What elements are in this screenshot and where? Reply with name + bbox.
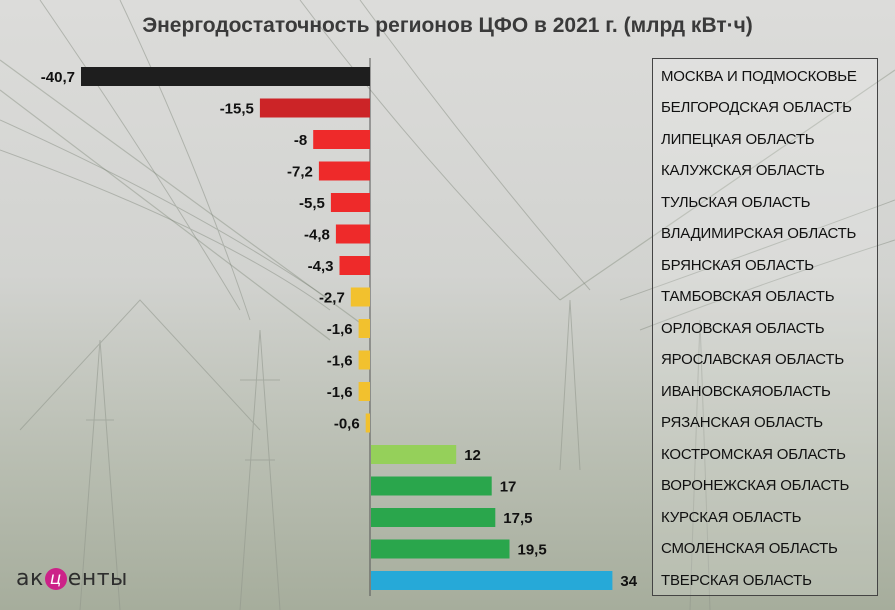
data-label: -7,2 bbox=[287, 164, 313, 181]
data-label: 12 bbox=[464, 447, 481, 464]
category-label: КУРСКАЯ ОБЛАСТЬ bbox=[661, 508, 802, 526]
data-label: -4,3 bbox=[308, 258, 334, 275]
bar bbox=[358, 382, 370, 401]
data-label: 17,5 bbox=[503, 510, 532, 527]
bar bbox=[318, 161, 370, 181]
category-label: ОРЛОВСКАЯ ОБЛАСТЬ bbox=[661, 319, 825, 337]
bar bbox=[339, 256, 370, 275]
category-label: БЕЛГОРОДСКАЯ ОБЛАСТЬ bbox=[661, 99, 852, 116]
logo-text-start: ак bbox=[16, 566, 44, 591]
bar bbox=[358, 350, 370, 370]
bar bbox=[350, 287, 370, 307]
bar bbox=[365, 413, 370, 433]
category-labels-box bbox=[652, 58, 878, 596]
data-label: -4,8 bbox=[304, 227, 330, 244]
data-label: -40,7 bbox=[41, 69, 75, 86]
data-label: -5,5 bbox=[299, 195, 325, 212]
akcenty-logo: ак ц енты bbox=[16, 566, 128, 591]
bar bbox=[335, 224, 370, 244]
data-label: -15,5 bbox=[220, 101, 254, 118]
category-label: ЯРОСЛАВСКАЯ ОБЛАСТЬ bbox=[661, 351, 845, 368]
data-label: 34 bbox=[620, 573, 637, 590]
data-label: 17 bbox=[500, 479, 517, 496]
data-label: -2,7 bbox=[319, 290, 345, 307]
logo-text-end: енты bbox=[67, 566, 128, 591]
category-label: РЯЗАНСКАЯ ОБЛАСТЬ bbox=[661, 414, 823, 431]
category-label: БРЯНСКАЯ ОБЛАСТЬ bbox=[661, 256, 814, 274]
bar bbox=[371, 476, 492, 496]
data-label: -0,6 bbox=[334, 416, 360, 433]
bar bbox=[313, 130, 370, 149]
data-label: -1,6 bbox=[327, 384, 353, 401]
category-label: МОСКВА И ПОДМОСКОВЬЕ bbox=[661, 67, 857, 85]
category-label: ТУЛЬСКАЯ ОБЛАСТЬ bbox=[661, 193, 811, 211]
data-label: -1,6 bbox=[327, 321, 353, 338]
bar bbox=[330, 193, 370, 212]
category-label: ЛИПЕЦКАЯ ОБЛАСТЬ bbox=[661, 130, 815, 148]
category-label: КОСТРОМСКАЯ ОБЛАСТЬ bbox=[661, 445, 846, 463]
category-label: ВОРОНЕЖСКАЯ ОБЛАСТЬ bbox=[661, 477, 850, 494]
data-label: -1,6 bbox=[327, 353, 353, 370]
category-label: ТВЕРСКАЯ ОБЛАСТЬ bbox=[661, 571, 812, 589]
category-label: ТАМБОВСКАЯ ОБЛАСТЬ bbox=[661, 288, 835, 305]
data-label: -8 bbox=[294, 132, 307, 149]
logo-mark: ц bbox=[44, 568, 67, 590]
category-label: КАЛУЖСКАЯ ОБЛАСТЬ bbox=[661, 162, 825, 179]
data-label: 19,5 bbox=[518, 542, 547, 559]
category-label: ВЛАДИМИРСКАЯ ОБЛАСТЬ bbox=[661, 225, 857, 242]
bar bbox=[358, 319, 370, 338]
bar bbox=[371, 539, 510, 559]
bar bbox=[371, 571, 613, 590]
bar bbox=[371, 445, 457, 464]
bar bbox=[371, 508, 496, 527]
bar bbox=[259, 98, 370, 118]
chart-title: Энергодостаточность регионов ЦФО в 2021 … bbox=[142, 14, 753, 37]
bar bbox=[81, 67, 370, 86]
category-label: СМОЛЕНСКАЯ ОБЛАСТЬ bbox=[661, 540, 838, 557]
category-label: ИВАНОВСКАЯОБЛАСТЬ bbox=[661, 382, 831, 400]
